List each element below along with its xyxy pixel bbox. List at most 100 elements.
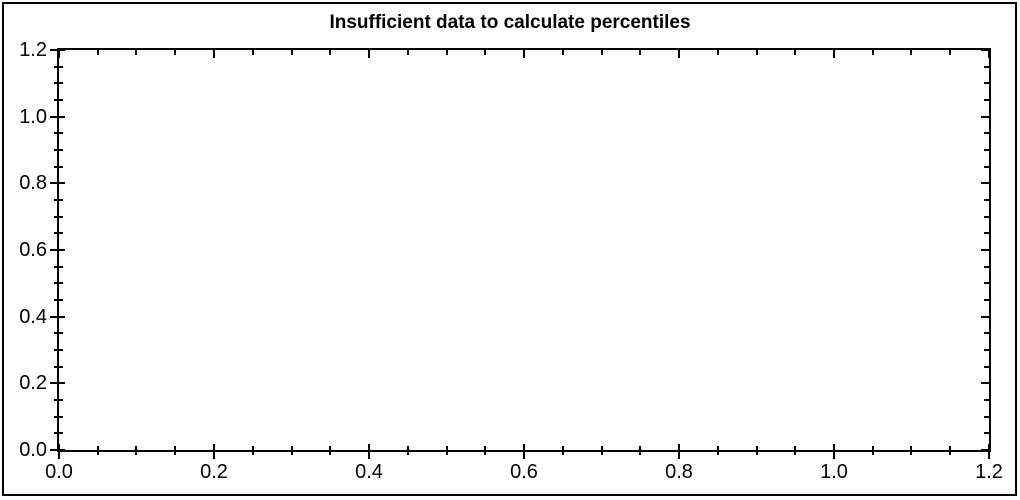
x-axis-tick: [367, 444, 370, 459]
x-axis-tick-label: 0.2: [200, 461, 228, 483]
y-axis-tick: [54, 199, 63, 201]
y-axis-tick: [54, 149, 63, 151]
y-axis-tick-label: 0.6: [19, 239, 47, 261]
y-axis-tick: [50, 315, 65, 318]
y-axis-right-tick: [984, 132, 989, 135]
y-axis-tick-label: 0.4: [19, 305, 47, 328]
x-axis-tick: [949, 446, 952, 455]
x-axis-top-tick: [445, 50, 448, 55]
x-axis-top-tick: [174, 50, 177, 55]
y-axis-right-tick: [981, 449, 989, 451]
x-axis-top-tick: [716, 50, 719, 55]
x-axis-tick-label: 1.0: [820, 461, 848, 483]
y-axis-tick-label: 0.0: [19, 439, 47, 461]
x-axis-tick: [212, 444, 215, 459]
y-axis-right-tick: [981, 182, 989, 185]
y-axis-right-tick: [984, 199, 989, 201]
y-axis-right-tick: [984, 365, 989, 368]
x-axis-tick: [716, 446, 719, 455]
x-axis-top-tick: [212, 50, 215, 58]
x-axis-tick-label: 0.0: [45, 461, 73, 483]
y-axis-tick: [50, 49, 65, 51]
x-axis-tick: [639, 446, 642, 455]
y-axis-right-tick: [981, 315, 989, 318]
x-axis-tick: [910, 446, 913, 455]
x-axis-tick: [445, 446, 448, 455]
x-axis-tick: [290, 446, 293, 455]
y-axis-right-tick: [984, 149, 989, 151]
y-axis-right-tick: [984, 299, 989, 301]
x-axis-top-tick: [871, 50, 874, 55]
x-axis-tick-label: 0.6: [510, 461, 538, 483]
y-axis-tick: [50, 115, 65, 118]
x-axis-tick: [794, 446, 797, 455]
x-axis-top-tick: [290, 50, 293, 55]
y-axis-tick-label: 1.0: [19, 105, 47, 128]
y-axis-right-tick: [981, 249, 989, 251]
x-axis-tick: [58, 444, 60, 459]
y-axis-tick: [50, 249, 65, 251]
y-axis-tick: [54, 365, 63, 368]
y-axis-right-tick: [984, 265, 989, 268]
x-axis-top-tick: [755, 50, 758, 55]
y-axis-tick: [54, 349, 63, 351]
y-axis-right-tick: [984, 332, 989, 335]
x-axis-top-tick: [96, 50, 99, 55]
x-axis-top-tick: [639, 50, 642, 55]
y-axis-right-tick: [984, 282, 989, 285]
x-axis-top-tick: [406, 50, 409, 55]
y-axis-tick: [54, 265, 63, 268]
x-axis-top-tick: [58, 50, 60, 58]
x-axis-tick: [833, 444, 835, 459]
y-axis-right-tick: [984, 82, 989, 85]
y-axis-tick: [54, 299, 63, 301]
y-axis-tick: [54, 232, 63, 235]
x-axis-top-tick: [988, 50, 990, 58]
y-axis-tick: [54, 332, 63, 335]
x-axis-tick: [406, 446, 409, 455]
x-axis-top-tick: [251, 50, 254, 55]
y-axis-right-tick: [984, 349, 989, 351]
x-axis-tick-label: 0.4: [355, 461, 383, 483]
y-axis-tick: [50, 182, 65, 185]
y-axis-tick: [54, 415, 63, 418]
y-axis-tick: [50, 449, 65, 451]
y-axis-right-tick: [981, 49, 989, 51]
x-axis-tick: [677, 444, 680, 459]
y-axis-tick: [54, 65, 63, 68]
y-axis-tick: [54, 399, 63, 401]
y-axis-right-tick: [984, 232, 989, 235]
x-axis-top-tick: [135, 50, 138, 55]
x-axis-tick: [484, 446, 487, 455]
y-axis-tick: [54, 432, 63, 435]
y-axis-right-tick: [981, 382, 989, 385]
y-axis-tick: [54, 82, 63, 85]
x-axis-top-tick: [523, 50, 525, 58]
x-axis-tick: [988, 444, 990, 459]
y-axis-tick: [54, 165, 63, 168]
y-axis-right-tick: [984, 215, 989, 218]
y-axis-tick: [50, 382, 65, 385]
y-axis-tick: [54, 132, 63, 135]
x-axis-top-tick: [561, 50, 564, 55]
y-axis-right-tick: [984, 65, 989, 68]
y-axis-tick-label: 1.2: [19, 39, 47, 61]
x-axis-tick: [600, 446, 603, 455]
y-axis-tick: [54, 282, 63, 285]
x-axis-tick: [96, 446, 99, 455]
x-axis-tick: [871, 446, 874, 455]
y-axis-right-tick: [984, 99, 989, 101]
x-axis-top-tick: [367, 50, 370, 58]
plot-area: 0.0 0.2 0.4 0.6 0.8 1.0 1.2 1.2 1.0 0.8 0.6 0.4 0.2 0…: [19, 39, 1003, 483]
x-axis-top-tick: [949, 50, 952, 55]
y-axis-tick: [54, 99, 63, 101]
x-axis-top-tick: [484, 50, 487, 55]
chart-title: Insufficient data to calculate percentil…: [329, 12, 691, 33]
x-axis-tick: [174, 446, 177, 455]
x-axis-top-tick: [677, 50, 680, 58]
y-axis-right-tick: [984, 165, 989, 168]
y-axis-tick-label: 0.2: [19, 372, 47, 395]
y-axis-right-tick: [984, 399, 989, 401]
y-axis-tick-label: 0.8: [19, 172, 47, 195]
